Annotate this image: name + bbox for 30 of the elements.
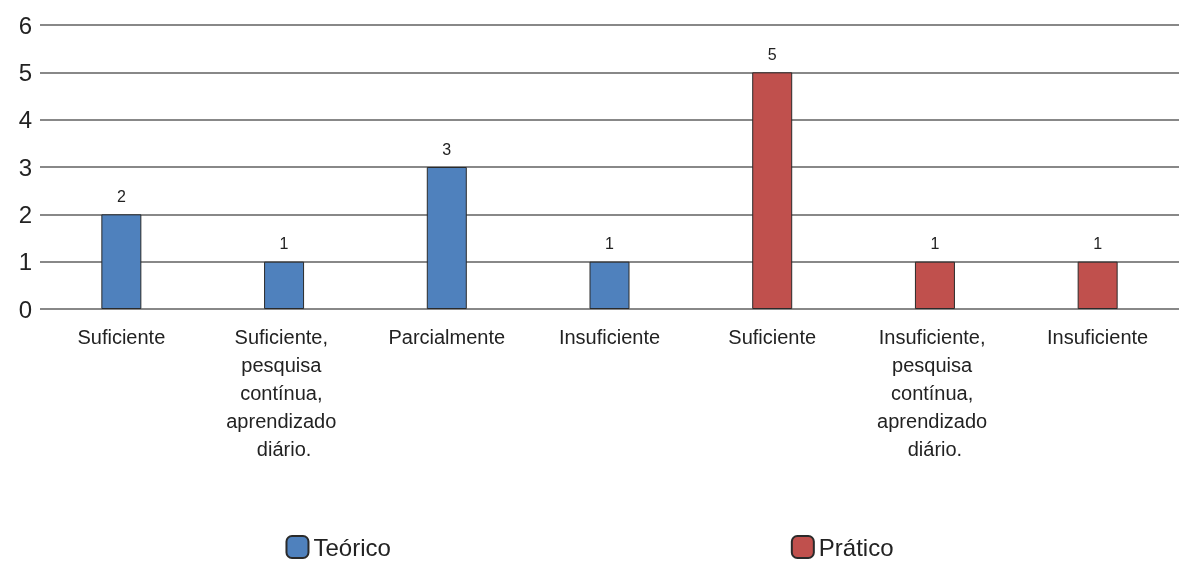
- x-tick-label: Parcialmente: [388, 326, 506, 348]
- bar: [426, 167, 467, 309]
- x-tick-label: Suficiente, pesquisa contínua, aprendizado diário.: [226, 326, 342, 460]
- x-tick-label: Insuficiente, pesquisa contínua, aprendizado diário.: [877, 326, 993, 460]
- data-label: 1: [1093, 235, 1103, 253]
- legend-label: Teórico: [313, 533, 391, 561]
- data-label: 1: [605, 235, 615, 253]
- y-tick-label: 2: [18, 200, 32, 228]
- data-label: 2: [116, 187, 126, 205]
- x-tick-label: Suficiente: [728, 326, 817, 348]
- y-tick-label: 6: [18, 11, 32, 39]
- y-tick-label: 1: [18, 248, 32, 276]
- bar: [914, 261, 955, 309]
- bar: [1077, 261, 1118, 309]
- y-tick-label: 0: [18, 295, 32, 323]
- bar: [589, 261, 630, 309]
- bar: [101, 214, 142, 309]
- data-label: 1: [930, 235, 940, 253]
- y-tick-label: 5: [18, 58, 32, 86]
- data-label: 5: [767, 45, 777, 63]
- x-tick-label: Insuficiente: [1047, 326, 1149, 348]
- bar: [752, 72, 793, 309]
- y-tick-label: 4: [18, 106, 32, 134]
- legend-label: Prático: [818, 533, 894, 561]
- data-label: 1: [279, 235, 289, 253]
- y-tick-label: 3: [18, 153, 32, 181]
- bar: [264, 261, 305, 309]
- x-tick-label: Insuficiente: [558, 326, 661, 348]
- data-label: 3: [442, 140, 452, 158]
- x-tick-label: Suficiente: [77, 326, 166, 348]
